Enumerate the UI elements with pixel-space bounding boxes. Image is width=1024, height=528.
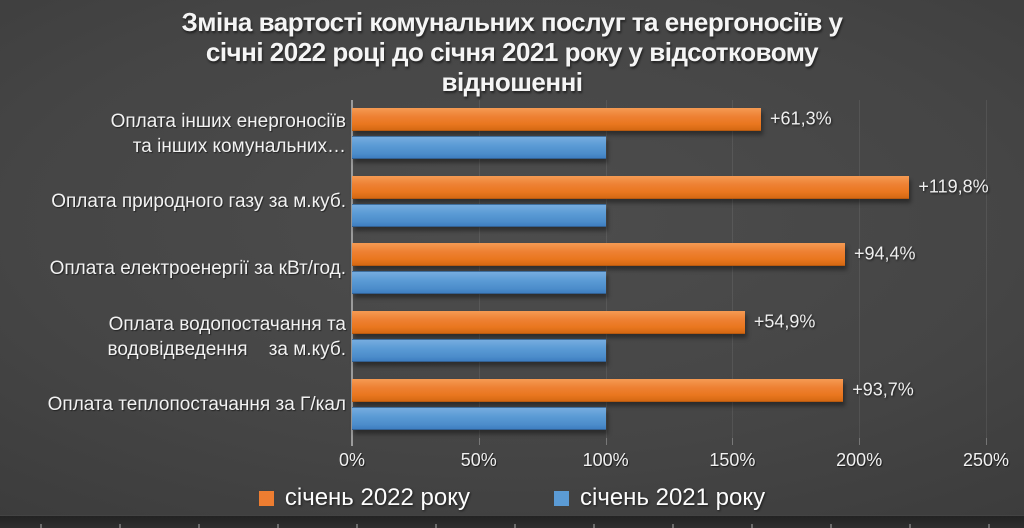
- table-column-edge: [277, 524, 279, 528]
- category-axis: Оплата інших енергоносіїв та інших комуна…: [6, 100, 346, 438]
- data-label: +54,9%: [753, 311, 816, 332]
- category-label-text: Оплата теплопостачання за Г/кал: [48, 392, 346, 417]
- axis-tick: [986, 438, 987, 445]
- category-label-text: Оплата інших енергоносіїв та інших комуна…: [111, 109, 346, 159]
- cropped-table-edge: [0, 515, 1024, 528]
- bar-group: +54,9%: [352, 303, 986, 371]
- bar-group: +119,8%: [352, 168, 989, 236]
- axis-tick-label: 150%: [709, 450, 756, 470]
- data-label: +94,4%: [853, 243, 916, 264]
- bar-2022: +119,8%: [352, 175, 989, 199]
- category-label: Оплата природного газу за м.куб.: [6, 168, 346, 236]
- bar-group: +61,3%: [352, 100, 986, 168]
- gridline: [605, 100, 607, 438]
- gridline: [732, 100, 734, 438]
- axis-tick-label: 100%: [582, 450, 629, 470]
- axis-tick-label: 50%: [460, 450, 497, 470]
- bar-2021: [352, 406, 606, 430]
- category-label: Оплата теплопостачання за Г/кал: [6, 370, 346, 438]
- table-column-edge: [435, 524, 437, 528]
- legend-swatch: [258, 490, 274, 506]
- axis-tick-label: 200%: [836, 450, 883, 470]
- bar-2022: +61,3%: [352, 108, 832, 132]
- category-label-line: Оплата інших енергоносіїв: [110, 110, 346, 132]
- category-label: Оплата водопостачання та водовідведення з…: [6, 303, 346, 371]
- bar-2021: [352, 136, 606, 160]
- legend: січень 2022 року січень 2021 року: [0, 482, 1024, 514]
- chart-title-line-1: Зміна вартості комунальних послуг та ене…: [181, 7, 843, 37]
- table-column-edge: [40, 524, 42, 528]
- gridline: [986, 100, 987, 438]
- legend-item-2021: січень 2021 року: [554, 484, 765, 512]
- table-column-edge: [751, 524, 753, 528]
- category-label-line: Оплата водопостачання та: [108, 313, 346, 335]
- chart-title-line-2: січні 2022 році до січня 2021 року у від…: [205, 37, 819, 67]
- bar-group: +94,4%: [352, 235, 986, 303]
- axis-tick: [478, 438, 480, 445]
- chart-title: Зміна вартості комунальних послуг та ене…: [0, 7, 1024, 97]
- axis-tick: [859, 438, 861, 445]
- bar-2022: +54,9%: [352, 311, 815, 335]
- value-axis-labels: 0% 50% 100% 150% 200% 250%: [339, 450, 1009, 472]
- bar-2022: +94,4%: [352, 243, 916, 267]
- data-label: +93,7%: [852, 379, 914, 400]
- bar-group: +93,7%: [352, 370, 986, 438]
- data-label: +119,8%: [918, 176, 989, 197]
- category-label-text: Оплата природного газу за м.куб.: [51, 189, 346, 214]
- table-column-edge: [119, 524, 121, 528]
- category-label-text: Оплата електроенергії за кВт/год.: [50, 256, 346, 281]
- category-label-line: Оплата теплопостачання за Г/кал: [47, 393, 346, 415]
- table-column-edge: [356, 524, 358, 528]
- bar-rows: +61,3% +119,8% +94,4% +54,9% +93,7%: [352, 100, 989, 438]
- legend-item-2022: січень 2022 року: [258, 484, 470, 512]
- table-column-edge: [909, 524, 911, 528]
- category-label: Оплата інших енергоносіїв та інших комуна…: [6, 100, 346, 168]
- category-label-line: та інших комунальних…: [132, 135, 346, 157]
- bar-2021: [352, 271, 606, 295]
- table-column-edge: [830, 524, 832, 528]
- table-column-edge: [593, 524, 595, 528]
- bar-2022: +93,7%: [352, 378, 914, 402]
- axis-tick-label: 0%: [338, 450, 366, 470]
- category-label-text: Оплата водопостачання та водовідведення з…: [108, 312, 346, 362]
- axis-tick-label: 250%: [962, 450, 1010, 470]
- legend-label: січень 2022 року: [284, 484, 470, 511]
- bar-2021: [352, 203, 606, 227]
- chart-title-line-3: відношенні: [441, 67, 583, 97]
- legend-swatch: [554, 490, 569, 506]
- plot-area: +61,3% +119,8% +94,4% +54,9% +93,7%: [351, 100, 989, 446]
- table-column-edge: [672, 524, 674, 528]
- table-column-edge: [514, 524, 516, 528]
- axis-tick: [732, 438, 734, 445]
- category-label-line: водовідведення за м.куб.: [107, 338, 346, 360]
- bar-2021: [352, 339, 606, 363]
- legend-label: січень 2021 року: [580, 484, 766, 511]
- table-column-edge: [988, 524, 990, 528]
- gridline: [859, 100, 861, 438]
- table-column-edge: [198, 524, 200, 528]
- gridline: [478, 100, 480, 438]
- axis-tick: [605, 438, 607, 445]
- category-label-line: Оплата електроенергії за кВт/год.: [49, 258, 346, 280]
- data-label: +61,3%: [770, 108, 832, 129]
- category-label-line: Оплата природного газу за м.куб.: [51, 190, 346, 212]
- category-label: Оплата електроенергії за кВт/год.: [6, 235, 346, 303]
